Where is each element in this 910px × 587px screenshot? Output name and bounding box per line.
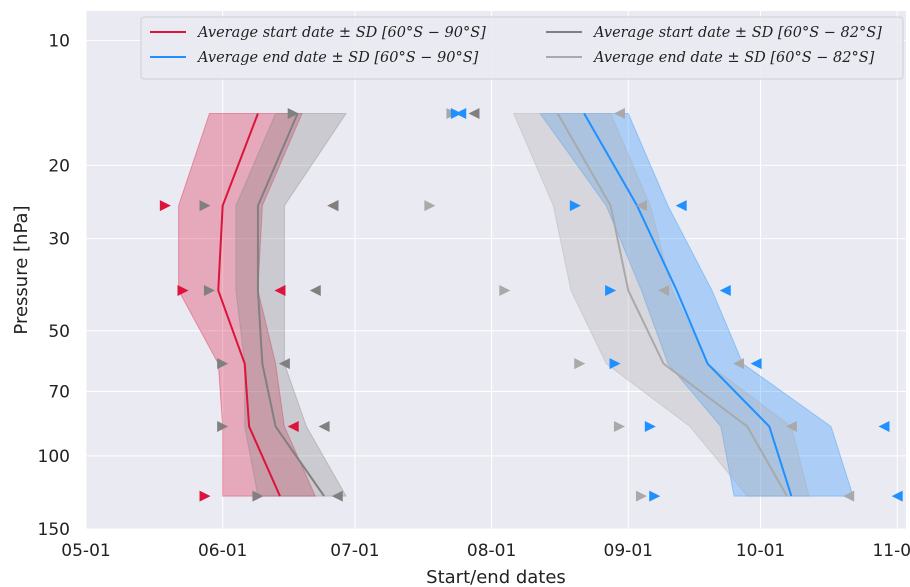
sd-band-4: [512, 112, 810, 497]
x-tick-label: 07-01: [330, 541, 379, 561]
legend-label: Average end date ± SD [60°S − 90°S]: [196, 50, 479, 66]
marker-triangle: [468, 107, 480, 119]
marker-triangle: [252, 490, 264, 502]
marker-triangle: [605, 284, 617, 296]
marker-triangle: [203, 284, 215, 296]
marker-triangle: [274, 284, 286, 296]
legend-box: [140, 16, 904, 80]
marker-triangle: [878, 421, 890, 433]
marker-triangle: [843, 490, 855, 502]
marker-triangle: [613, 107, 625, 119]
marker-triangle: [278, 358, 290, 370]
mean-line-2: [583, 112, 793, 497]
marker-triangle: [891, 490, 903, 502]
marker-triangle: [217, 421, 229, 433]
y-tick-label: 30: [48, 230, 70, 250]
marker-triangle: [750, 358, 762, 370]
marker-triangle: [424, 200, 436, 212]
markers: [159, 107, 903, 502]
x-axis-label: Start/end dates: [426, 567, 566, 587]
y-axis-label: Pressure [hPa]: [11, 205, 32, 334]
y-tick-label: 10: [48, 31, 70, 51]
marker-triangle: [199, 490, 211, 502]
marker-triangle: [609, 358, 621, 370]
marker-triangle: [732, 358, 744, 370]
mean-line-3: [256, 113, 325, 497]
marker-triangle: [177, 284, 189, 296]
marker-triangle: [499, 284, 511, 296]
y-tick-label: 150: [38, 520, 70, 540]
x-tick-label: 05-01: [61, 541, 110, 561]
marker-triangle: [569, 200, 581, 212]
sd-bands: [178, 112, 854, 497]
marker-triangle: [217, 358, 229, 370]
marker-triangle: [635, 490, 647, 502]
y-tick-label: 20: [48, 156, 70, 176]
marker-triangle: [159, 200, 171, 212]
marker-triangle: [649, 490, 661, 502]
marker-triangle: [309, 284, 321, 296]
marker-triangle: [327, 200, 339, 212]
marker-triangle: [199, 200, 211, 212]
x-tick-label: 09-01: [604, 541, 653, 561]
sd-band-2: [539, 112, 854, 497]
marker-triangle: [574, 358, 586, 370]
marker-triangle: [287, 421, 299, 433]
marker-triangle: [719, 284, 731, 296]
legend-label: Average end date ± SD [60°S − 82°S]: [592, 50, 875, 66]
x-tick-label: 06-01: [198, 541, 247, 561]
marker-triangle: [287, 107, 299, 119]
mean-lines: [217, 112, 793, 497]
legend: Average start date ± SD [60°S − 90°S] Ave…: [140, 16, 904, 80]
x-tick-label: 11-01: [872, 541, 910, 561]
y-tick-label: 100: [38, 447, 70, 467]
x-tick-labels: 05-01 06-01 07-01 08-01 09-01 10-01 11-01: [61, 541, 910, 561]
marker-triangle: [785, 421, 797, 433]
legend-label: Average start date ± SD [60°S − 90°S]: [196, 25, 486, 41]
x-tick-label: 10-01: [736, 541, 785, 561]
marker-triangle: [318, 421, 330, 433]
y-tick-labels: 10 20 30 50 70 100 150: [38, 31, 70, 540]
y-tick-label: 70: [48, 382, 70, 402]
marker-triangle: [635, 200, 647, 212]
x-tick-label: 08-01: [467, 541, 516, 561]
mean-line-1: [217, 113, 281, 497]
marker-triangle: [675, 200, 687, 212]
legend-label: Average start date ± SD [60°S − 82°S]: [592, 25, 882, 41]
y-tick-label: 50: [48, 322, 70, 342]
marker-triangle: [331, 490, 343, 502]
marker-triangle: [644, 421, 656, 433]
marker-triangle: [613, 421, 625, 433]
mean-line-4: [556, 112, 788, 497]
marker-triangle: [455, 107, 467, 119]
marker-triangle: [658, 284, 670, 296]
